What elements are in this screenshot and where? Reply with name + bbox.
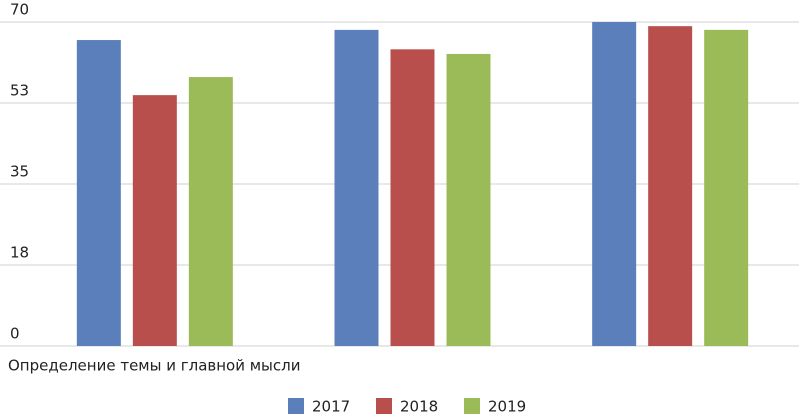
y-tick-label: 18: [10, 244, 29, 262]
bar: [188, 77, 233, 346]
y-tick-label: 35: [10, 163, 29, 181]
bar: [446, 53, 491, 347]
legend-label: 2019: [488, 398, 526, 416]
bar: [334, 29, 379, 347]
legend-swatch: [376, 398, 392, 414]
x-tick-label: Определение темы и главной мысли: [8, 357, 301, 375]
bar: [76, 40, 121, 347]
legend-label: 2018: [400, 398, 438, 416]
legend-swatch: [288, 398, 304, 414]
y-tick-label: 53: [10, 82, 29, 100]
bar: [132, 95, 177, 346]
y-tick-label: 70: [10, 1, 29, 19]
legend-swatch: [464, 398, 480, 414]
bar: [390, 49, 435, 347]
bar: [704, 29, 749, 347]
bar: [648, 26, 693, 347]
bar: [592, 22, 637, 346]
y-tick-label: 0: [10, 325, 20, 343]
legend-label: 2017: [312, 398, 350, 416]
